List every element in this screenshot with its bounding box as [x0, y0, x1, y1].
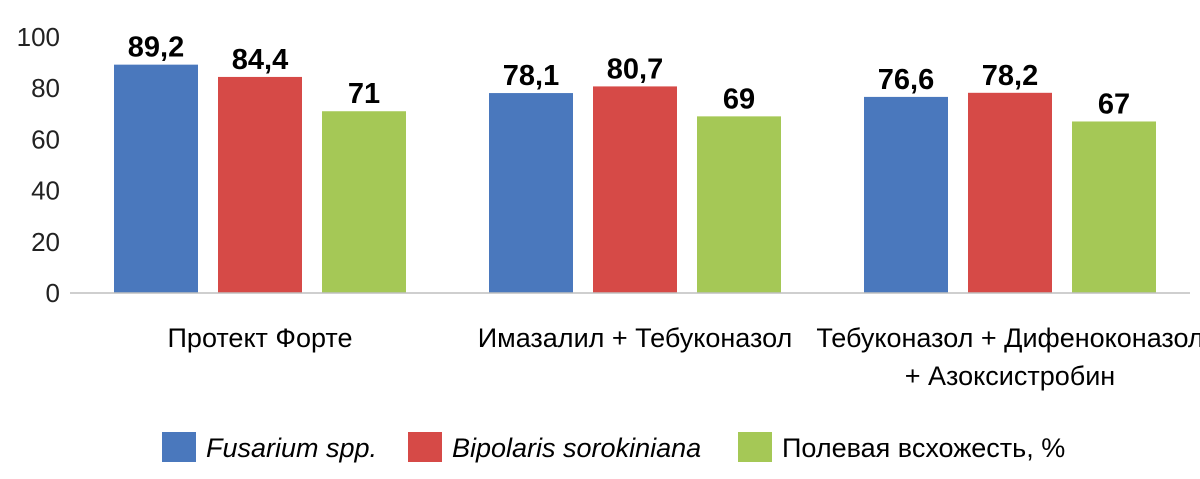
y-tick-label: 0 — [46, 278, 60, 308]
data-label: 89,2 — [128, 32, 184, 64]
bars — [114, 64, 1156, 294]
bar — [697, 116, 781, 293]
data-label: 67 — [1098, 88, 1130, 120]
data-label: 76,6 — [878, 64, 934, 96]
data-label: 69 — [723, 83, 755, 115]
bar — [114, 64, 198, 293]
legend-label: Fusarium spp. — [206, 433, 377, 463]
y-tick-label: 80 — [31, 73, 60, 103]
data-label: 78,1 — [503, 60, 559, 92]
category-label: Тебуконазол + Дифеноконазол — [816, 323, 1200, 353]
y-tick-label: 20 — [31, 227, 60, 257]
data-label: 78,2 — [982, 60, 1038, 92]
data-label: 84,4 — [232, 44, 288, 76]
y-tick-label: 100 — [17, 22, 60, 52]
bar — [864, 96, 948, 294]
legend-swatch — [738, 432, 772, 462]
category-label: Протект Форте — [168, 323, 353, 353]
category-labels: Протект Форте Имазалил + Тебуконазол Тебук… — [168, 323, 1200, 391]
legend-label: Bipolaris sorokiniana — [452, 433, 701, 463]
data-labels: 89,2 84,4 71 78,1 80,7 69 76,6 78,2 67 — [128, 32, 1130, 121]
legend-swatch — [408, 432, 442, 462]
bar — [489, 93, 573, 294]
category-label: + Азоксистробин — [905, 361, 1115, 391]
legend-label: Полевая всхожесть, % — [782, 433, 1065, 463]
bar — [593, 86, 677, 294]
y-tick-label: 40 — [31, 176, 60, 206]
bar — [1072, 121, 1156, 293]
y-tick-label: 60 — [31, 124, 60, 154]
data-label: 80,7 — [607, 53, 663, 85]
legend-swatch — [162, 432, 196, 462]
legend: Fusarium spp. Bipolaris sorokiniana Полева… — [162, 432, 1065, 463]
data-label: 71 — [348, 78, 380, 110]
bar — [968, 92, 1052, 293]
bar — [218, 76, 302, 293]
bar — [322, 111, 406, 294]
y-axis-ticks: 0 20 40 60 80 100 — [17, 22, 60, 308]
category-label: Имазалил + Тебуконазол — [478, 323, 793, 353]
